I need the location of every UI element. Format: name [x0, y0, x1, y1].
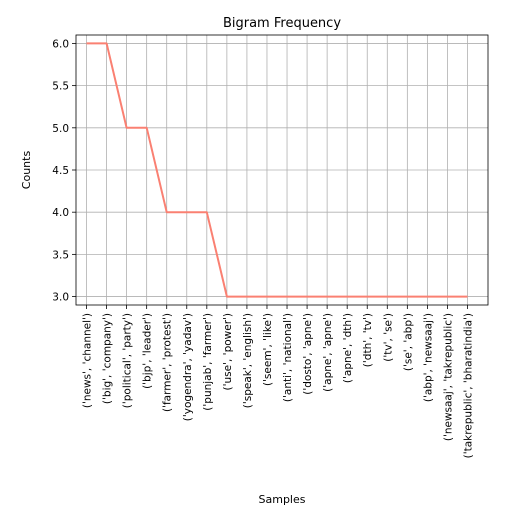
chart-title: Bigram Frequency: [223, 16, 341, 31]
y-axis-ticks: 3.0 3.5 4.0 4.5 5.0 5.5 6.0: [52, 38, 76, 304]
x-axis-label: Samples: [259, 493, 306, 506]
y-tick-label: 3.0: [52, 292, 69, 304]
x-tick-label: ('bjp', 'leader'): [142, 313, 154, 389]
x-tick-label: ('farmer', 'protest'): [162, 313, 174, 412]
x-tick-label: ('speak', 'english'): [242, 313, 254, 408]
y-axis-label: Counts: [20, 151, 33, 190]
y-tick-label: 6.0: [52, 38, 69, 50]
y-tick-label: 4.5: [52, 165, 69, 177]
x-tick-label: ('apne', 'dth'): [342, 313, 354, 383]
y-tick-label: 5.5: [52, 81, 69, 93]
x-tick-label: ('yogendra', 'yadav'): [182, 313, 194, 421]
x-tick-label: ('anti', 'national'): [282, 313, 294, 402]
x-tick-label: ('big', 'company'): [102, 313, 114, 404]
x-tick-label: ('political', 'party'): [122, 313, 134, 408]
x-tick-label: ('dosto', 'apne'): [302, 313, 314, 395]
x-tick-label: ('tv', 'se'): [382, 313, 394, 362]
y-tick-label: 5.0: [52, 123, 69, 135]
x-tick-label: ('takrepublic', 'bharatindia'): [463, 313, 475, 458]
x-tick-label: ('punjab', 'farmer'): [202, 313, 214, 411]
x-tick-label: ('abp', 'newsaaj'): [422, 313, 434, 402]
y-tick-label: 3.5: [52, 249, 69, 261]
x-tick-label: ('news', 'channel'): [82, 313, 94, 408]
x-axis-ticks: ('news', 'channel') ('big', 'company') ('p…: [82, 305, 475, 458]
series-line: [86, 42, 468, 298]
x-tick-label: ('dth', 'tv'): [362, 313, 374, 367]
x-tick-label: ('se', 'abp'): [402, 313, 414, 371]
y-tick-label: 4.0: [52, 207, 69, 219]
x-tick-label: ('seem', 'like'): [262, 313, 274, 386]
x-tick-label: ('use', 'power'): [222, 313, 234, 390]
grid-lines: [76, 35, 488, 305]
x-tick-label: ('apne', 'apne'): [322, 313, 334, 392]
x-tick-label: ('newsaaj', 'takrepublic'): [442, 313, 454, 441]
